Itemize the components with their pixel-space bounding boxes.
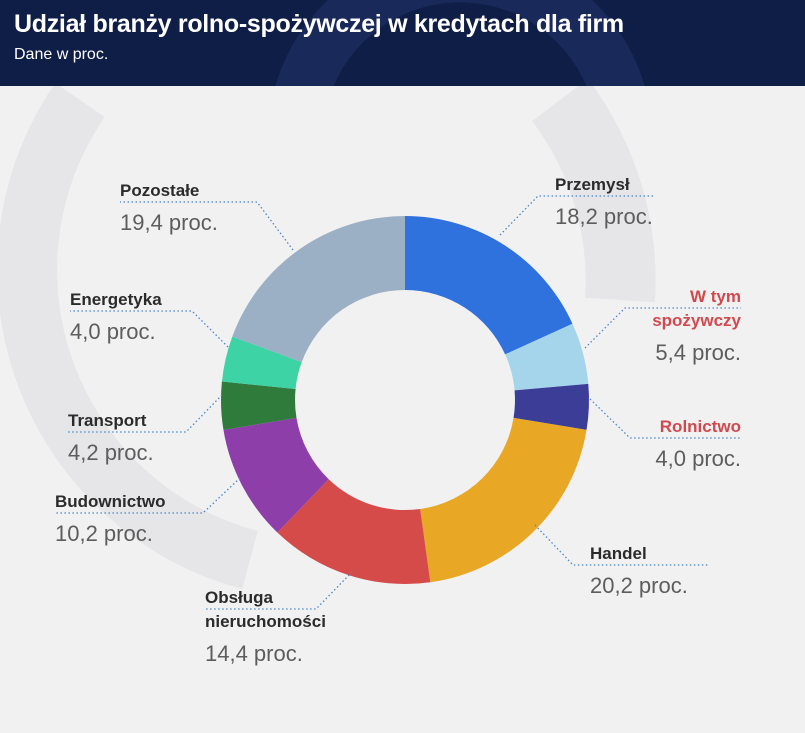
slice-przemys-	[405, 216, 573, 355]
label-value-przemys-: 18,2 proc.	[555, 204, 653, 229]
label-name-w-tym-spo-ywczy: W tym spożywczy	[652, 287, 741, 330]
chart-subtitle: Dane w proc.	[14, 46, 109, 63]
slice-handel	[420, 417, 587, 583]
slice-transport	[221, 381, 297, 430]
label-name-rolnictwo: Rolnictwo	[660, 417, 741, 436]
label-value-handel: 20,2 proc.	[590, 573, 688, 598]
leader-energetyka	[70, 310, 229, 348]
slice-w-tym-spo-ywczy	[505, 323, 589, 391]
leader-przemys-	[499, 195, 655, 236]
leader-obs-uga-nieruchomo-ci	[205, 571, 353, 610]
leader-handel	[534, 524, 708, 566]
leader-transport	[68, 394, 223, 433]
leader-w-tym-spo-ywczy	[584, 307, 741, 349]
slice-pozosta-e	[232, 216, 405, 363]
label-value-budownictwo: 10,2 proc.	[55, 521, 153, 546]
label-value-obs-uga-nieruchomo-ci: 14,4 proc.	[205, 641, 303, 666]
slice-rolnictwo	[513, 383, 589, 430]
label-value-energetyka: 4,0 proc.	[70, 319, 156, 344]
leader-lines	[55, 195, 741, 610]
label-name-obs-uga-nieruchomo-ci: Obsługa nieruchomości	[205, 588, 326, 631]
slice-labels: Przemysł 18,2 proc. W tym spożywczy 5,4 proc…	[55, 175, 742, 666]
slice-budownictwo	[223, 417, 329, 533]
label-name-energetyka: Energetyka	[70, 290, 162, 309]
label-name-handel: Handel	[590, 544, 647, 563]
label-name-przemys-: Przemysł	[555, 175, 630, 194]
label-value-w-tym-spo-ywczy: 5,4 proc.	[655, 340, 741, 365]
label-name-pozosta-e: Pozostałe	[120, 181, 199, 200]
chart-title: Udział branży rolno-spożywczej w kredyta…	[14, 10, 624, 38]
label-name-transport: Transport	[68, 411, 147, 430]
label-name-budownictwo: Budownictwo	[55, 492, 165, 511]
slice-energetyka	[221, 336, 302, 389]
label-value-pozosta-e: 19,4 proc.	[120, 210, 218, 235]
label-value-transport: 4,2 proc.	[68, 440, 154, 465]
chart-header: Udział branży rolno-spożywczej w kredyta…	[0, 0, 805, 86]
slice-obs-uga-nieruchomo-ci	[277, 479, 431, 584]
label-value-rolnictwo: 4,0 proc.	[655, 446, 741, 471]
leader-budownictwo	[55, 477, 241, 514]
donut-slices	[221, 216, 589, 584]
leader-pozosta-e	[120, 201, 294, 251]
background-watermark	[0, 78, 656, 589]
